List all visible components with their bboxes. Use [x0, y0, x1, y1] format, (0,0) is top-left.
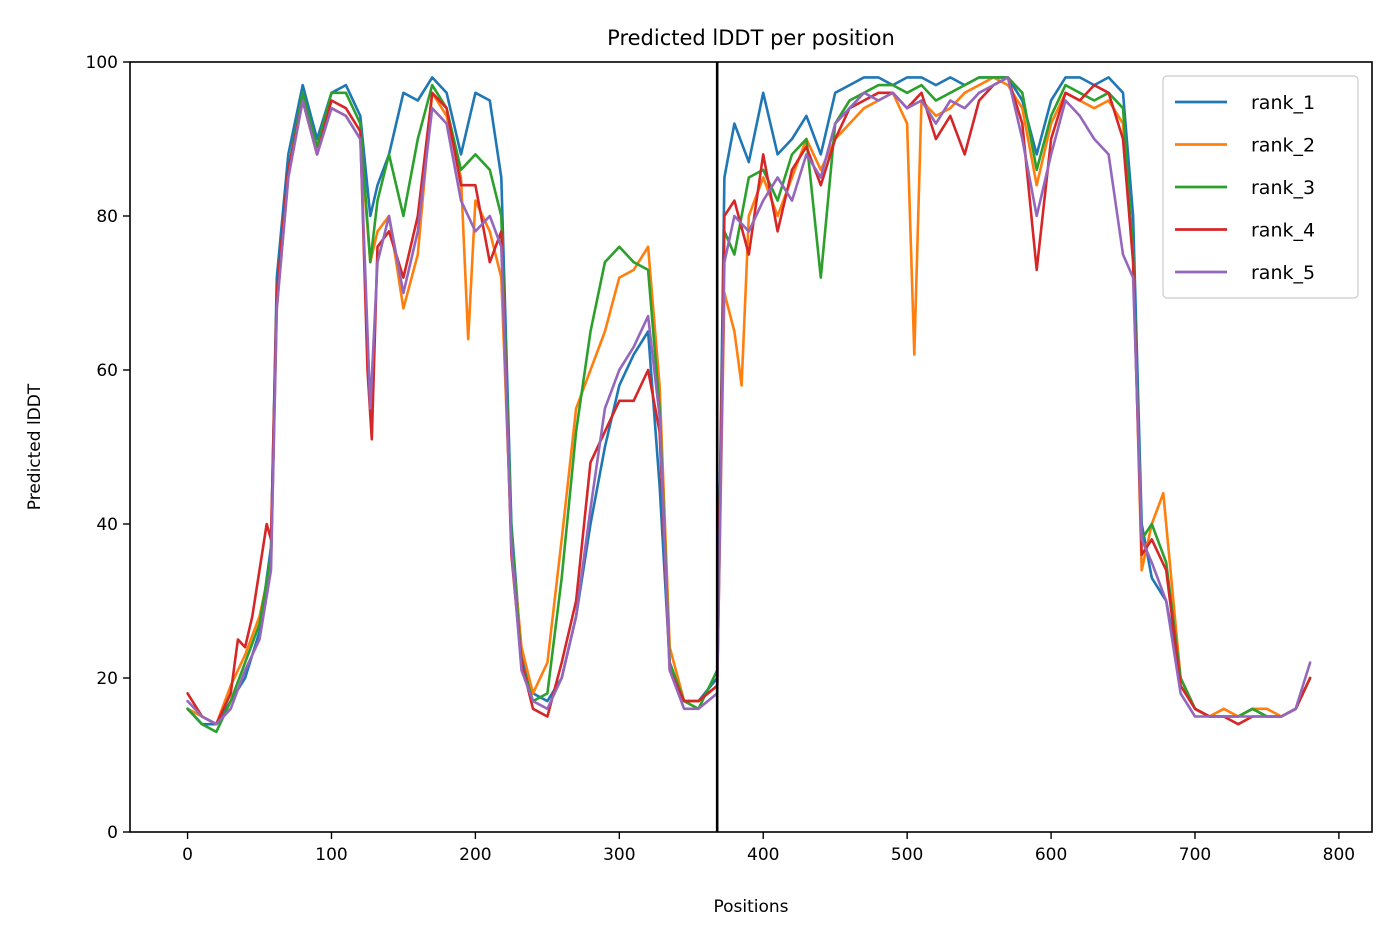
y-tick-label: 80: [96, 207, 118, 227]
axis-ticks: 0 100 200 300 400 500 600 700 800 0 20 40 60 80 100: [86, 53, 1356, 865]
y-tick-label: 60: [96, 361, 118, 381]
y-axis-label: Predicted lDDT: [25, 383, 45, 510]
x-tick-label: 0: [182, 845, 193, 865]
x-tick-label: 100: [315, 845, 347, 865]
plot-frame: [129, 61, 1373, 833]
legend-box: [1162, 75, 1359, 299]
legend: rank_1 rank_2 rank_3 rank_4 rank_5: [1162, 75, 1359, 299]
series-line-rank-1: [186, 76, 1312, 726]
y-tick-label: 0: [107, 823, 118, 843]
x-tick-label: 700: [1179, 845, 1211, 865]
legend-label-rank-3: rank_3: [1251, 177, 1315, 199]
x-tick-label: 800: [1323, 845, 1355, 865]
legend-items: rank_1 rank_2 rank_3 rank_4 rank_5: [1175, 92, 1315, 284]
legend-label-rank-5: rank_5: [1251, 262, 1315, 284]
series-line-rank-5: [186, 76, 1312, 726]
x-tick-label: 400: [747, 845, 779, 865]
legend-label-rank-1: rank_1: [1251, 92, 1315, 114]
x-tick-label: 300: [603, 845, 635, 865]
x-tick-label: 200: [459, 845, 491, 865]
series-layer: [186, 76, 1312, 734]
y-tick-label: 100: [86, 53, 118, 73]
y-tick-label: 40: [96, 515, 118, 535]
legend-label-rank-4: rank_4: [1251, 220, 1315, 242]
y-tick-label: 20: [96, 669, 118, 689]
chart-title: Predicted lDDT per position: [607, 26, 895, 50]
series-line-rank-4: [186, 76, 1312, 726]
legend-label-rank-2: rank_2: [1251, 135, 1315, 157]
x-tick-label: 600: [1035, 845, 1067, 865]
x-axis-label: Positions: [713, 897, 788, 917]
x-tick-label: 500: [891, 845, 923, 865]
